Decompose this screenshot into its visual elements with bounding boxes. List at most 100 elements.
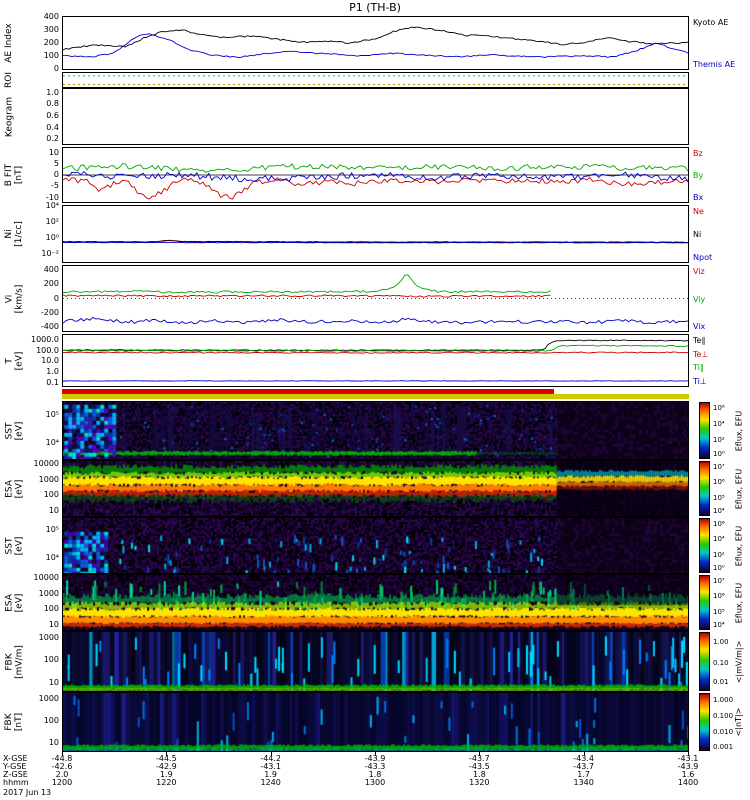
footer-row-label-y-gse: Y-GSE bbox=[3, 762, 27, 771]
legend-ni: Ni bbox=[693, 230, 702, 239]
panel-ae bbox=[62, 16, 689, 70]
footer-value: 1.8 bbox=[472, 770, 486, 779]
legend-vix: Vix bbox=[693, 322, 706, 331]
time-axis-tick bbox=[479, 752, 481, 756]
colorbar-unit-fbk_b: <|nT|> bbox=[734, 707, 743, 737]
y-tick-label: 100 bbox=[43, 604, 59, 614]
time-axis-tick bbox=[270, 752, 272, 756]
y-tick-label: 1000 bbox=[38, 632, 59, 642]
y-tick-label: 100 bbox=[43, 51, 59, 60]
colorbar-tick-label: 10⁵ bbox=[713, 493, 725, 502]
footer-row-label-hhmm: hhmm bbox=[3, 778, 29, 787]
sst_ion-spectrogram-canvas bbox=[63, 402, 688, 459]
y-tick-label: 10 bbox=[48, 737, 59, 747]
y-tick-label: 1000 bbox=[38, 474, 59, 484]
y-tick-label: 0.4 bbox=[46, 122, 59, 132]
legend-by: By bbox=[693, 171, 704, 180]
footer-value: -42.9 bbox=[155, 762, 177, 771]
footer-value: -43.3 bbox=[364, 762, 386, 771]
footer-row-label-x-gse: X-GSE bbox=[3, 754, 28, 763]
series-ti- bbox=[63, 344, 688, 352]
y-tick-label: 0.6 bbox=[46, 110, 59, 120]
footer-value: -42.6 bbox=[51, 762, 73, 771]
legend-te-: Te⊥ bbox=[693, 349, 709, 359]
y-tick-label: 10000 bbox=[33, 573, 59, 583]
y-tick-label: 100 bbox=[43, 715, 59, 725]
series-ni bbox=[63, 240, 688, 243]
esa_ion-spectrogram-canvas bbox=[63, 461, 688, 516]
y-tick-label: 10⁴ bbox=[45, 438, 59, 448]
colorbar-tick-label: 10⁴ bbox=[713, 420, 725, 429]
y-tick-label: 400 bbox=[43, 12, 59, 21]
legend-kyoto-ae: Kyoto AE bbox=[693, 18, 729, 27]
temp-plot bbox=[63, 339, 688, 382]
y-tick-label: 0.8 bbox=[46, 99, 59, 109]
legend-npot: Npot bbox=[693, 253, 713, 262]
y-tick-label: 1000 bbox=[38, 693, 59, 703]
legend-bz: Bz bbox=[693, 149, 703, 158]
footer-value: 1300 bbox=[364, 778, 386, 787]
colorbar-tick-label: 10⁶ bbox=[713, 404, 725, 413]
footer-value: 1340 bbox=[573, 778, 594, 787]
panel-sst_elec bbox=[62, 517, 689, 574]
footer-value: -43.7 bbox=[573, 762, 595, 771]
footer-value: 1.6 bbox=[681, 770, 695, 779]
colorbar-tick-label: 10⁶ bbox=[713, 592, 725, 601]
colorbar-unit-esa_ion: Eflux, EFU bbox=[734, 468, 743, 509]
series-viz bbox=[63, 294, 551, 298]
y-tick-label: 200 bbox=[43, 38, 59, 47]
y-tick-label: 10⁵ bbox=[45, 525, 59, 535]
vel-plot bbox=[63, 274, 688, 325]
footer-value: -43.9 bbox=[364, 754, 386, 763]
roi-plot bbox=[63, 75, 688, 86]
colorbar-esa_elec bbox=[699, 575, 710, 630]
y-tick-label: 400 bbox=[43, 264, 59, 274]
footer-value: 1220 bbox=[156, 778, 177, 787]
footer-value: 1200 bbox=[51, 778, 73, 787]
y-tick-label: 5 bbox=[53, 158, 59, 168]
y-tick-label: 10⁵ bbox=[45, 409, 59, 419]
y-tick-label: 10 bbox=[48, 505, 59, 515]
y-tick-label: -200 bbox=[40, 307, 59, 317]
y-tick-label: 10⁴ bbox=[45, 201, 59, 210]
legend-viz: Viz bbox=[693, 267, 705, 276]
fbk_b-spectrogram-canvas bbox=[63, 693, 688, 751]
y-tick-label: 0.1 bbox=[46, 377, 59, 387]
panel-fbk_b bbox=[62, 692, 689, 752]
colorbar-tick-label: 10⁵ bbox=[713, 607, 725, 616]
colorbar-tick-label: 0.010 bbox=[713, 727, 734, 736]
quality-bar-yellow bbox=[62, 394, 689, 399]
legend-ti-: Ti⊥ bbox=[693, 377, 707, 386]
colorbar-tick-label: 1.000 bbox=[713, 696, 734, 705]
y-tick-label: 300 bbox=[43, 25, 59, 34]
legend-ne: Ne bbox=[693, 207, 704, 216]
panel-temp bbox=[62, 334, 689, 387]
colorbar-tick-label: 10² bbox=[713, 550, 725, 559]
y-axis-label-roi: ROI bbox=[4, 72, 14, 88]
panel-ni bbox=[62, 205, 689, 263]
y-tick-label: 1000.0 bbox=[31, 335, 59, 345]
footer-value: -43.7 bbox=[468, 754, 490, 763]
series-npot bbox=[63, 241, 688, 244]
colorbar-esa_ion bbox=[699, 461, 710, 516]
time-axis-tick bbox=[166, 752, 168, 756]
colorbar-tick-label: 0.01 bbox=[713, 678, 729, 687]
footer-value: 1240 bbox=[260, 778, 281, 787]
panel-vel bbox=[62, 265, 689, 332]
footer-value: 2.0 bbox=[55, 770, 69, 779]
footer-row-label-z-gse: Z-GSE bbox=[3, 770, 28, 779]
series-themis-ae bbox=[63, 33, 688, 59]
colorbar-tick-label: 0.10 bbox=[713, 658, 729, 667]
series-vix bbox=[63, 316, 688, 325]
colorbar-tick-label: 0.100 bbox=[713, 711, 734, 720]
sst_elec-spectrogram-canvas bbox=[63, 518, 688, 573]
footer-date: 2017 Jun 13 bbox=[3, 788, 52, 797]
y-tick-label: -400 bbox=[40, 322, 59, 332]
colorbar-tick-label: 10⁰ bbox=[713, 564, 725, 573]
y-tick-label: 10.0 bbox=[41, 356, 59, 366]
y-tick-label: -5 bbox=[51, 181, 59, 191]
panel-sst_ion bbox=[62, 401, 689, 460]
colorbar-unit-esa_elec: Eflux, EFU bbox=[734, 582, 743, 623]
panel-keogram bbox=[62, 88, 689, 145]
colorbar-unit-sst_elec: Eflux, EFU bbox=[734, 525, 743, 566]
